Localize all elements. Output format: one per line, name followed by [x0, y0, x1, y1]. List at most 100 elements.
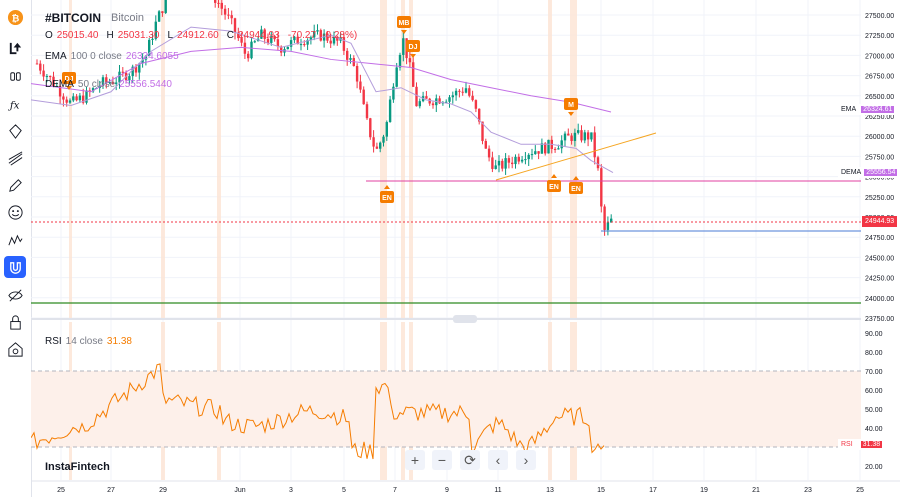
rsi-axis-tick: 50.00	[865, 407, 883, 414]
shapes-icon[interactable]	[4, 120, 26, 142]
rsi-price-tag: RSI 31.38	[838, 439, 886, 450]
rsi-legend[interactable]: RSI 14 close 31.38	[45, 336, 132, 347]
candle-body	[474, 100, 478, 109]
price-axis-tick: 25500.00	[865, 175, 894, 182]
signal-arrow-up	[573, 176, 579, 180]
signal-marker-badge	[62, 72, 76, 84]
scroll-left-button[interactable]: ‹	[488, 450, 508, 470]
function-icon[interactable]: ƒx	[4, 93, 26, 115]
pane-resize-handle	[453, 315, 477, 323]
dema-legend[interactable]: DEMA 50 close 25556.5440	[45, 79, 172, 90]
rsi-name: RSI	[45, 336, 62, 347]
reset-chart-button[interactable]: ⟳	[460, 450, 480, 470]
rsi-value: 31.38	[106, 336, 132, 347]
brush-icon[interactable]	[4, 174, 26, 196]
candle-body	[355, 65, 359, 82]
candle-body	[45, 76, 49, 78]
candle-body	[326, 33, 329, 41]
candle-body	[237, 32, 240, 39]
candle-body	[606, 222, 610, 230]
signal-marker-badge	[547, 180, 561, 192]
ohlc-high: 25031.30	[117, 30, 160, 41]
candle-body	[458, 90, 461, 92]
candle-tool-icon[interactable]	[4, 65, 26, 87]
candle-body	[247, 53, 250, 59]
candle-body	[468, 88, 471, 96]
candle-body	[464, 88, 468, 93]
candle-body	[398, 54, 402, 68]
magnet-icon[interactable]	[4, 256, 26, 278]
signal-marker-badge	[380, 191, 394, 203]
candle-body	[418, 101, 421, 107]
candle-body	[478, 108, 481, 122]
candle-body	[586, 132, 590, 140]
pattern-icon[interactable]	[4, 229, 26, 251]
candle-body	[91, 88, 95, 92]
candle-body	[273, 36, 276, 40]
ema-price-tag: EMA 26324.61	[838, 104, 898, 115]
candle-body	[336, 36, 339, 41]
signal-arrow-up	[551, 174, 557, 178]
signal-arrow-down	[66, 86, 72, 90]
trend-line-icon[interactable]	[4, 147, 26, 169]
candle-body	[342, 37, 346, 51]
candle-body	[299, 44, 303, 46]
candle-body	[425, 96, 428, 99]
dema-tag-label: DEMA	[841, 169, 862, 176]
candle-body	[105, 77, 108, 83]
candle-body	[220, 2, 223, 9]
candle-body	[39, 63, 42, 71]
candle-body	[600, 168, 603, 207]
candle-body	[62, 96, 65, 100]
zoom-out-button[interactable]: −	[432, 450, 452, 470]
ohlc-low: 24912.60	[177, 30, 219, 41]
candle-body	[154, 21, 157, 39]
price-axis-tick: 25250.00	[865, 195, 894, 202]
candle-body	[365, 104, 369, 119]
candle-body	[313, 31, 316, 38]
candle-body	[392, 86, 395, 100]
hide-drawings-icon[interactable]	[4, 284, 26, 306]
candle-body	[497, 160, 501, 166]
candle-body	[250, 41, 253, 59]
ema-legend[interactable]: EMA 100 0 close 26324.6055	[45, 51, 179, 62]
time-axis-tick: Jun	[234, 487, 245, 494]
price-chart[interactable]: MB DJ DJ EN EN EN M 27500.00 27250.00 27000.00 267…	[31, 0, 900, 497]
candle-body	[520, 159, 524, 162]
price-axis-tick: 27250.00	[865, 33, 894, 40]
candle-body	[65, 99, 68, 103]
candle-body	[157, 11, 161, 22]
candle-body	[316, 30, 319, 32]
ohlc-legend: O 25015.40 H 25031.30 L 24912.60 C 24944…	[45, 30, 357, 41]
cursor-tool-icon[interactable]	[4, 37, 26, 59]
candle-body	[412, 62, 415, 87]
candle-body	[286, 46, 289, 50]
dema-value: 25556.5440	[119, 79, 172, 90]
candle-body	[306, 39, 309, 45]
candle-body	[263, 29, 266, 39]
price-axis-tick: 24500.00	[865, 255, 894, 262]
candle-body	[517, 156, 520, 162]
time-axis-tick: 25	[57, 487, 65, 494]
rsi-tag-value: 31.38	[860, 441, 883, 448]
candle-body	[596, 157, 600, 169]
candle-body	[590, 132, 593, 140]
rsi-band	[31, 371, 861, 447]
zoom-in-button[interactable]: +	[405, 450, 425, 470]
candle-body	[141, 59, 144, 64]
signal-marker-label: EN	[549, 184, 559, 191]
candle-body	[514, 156, 517, 165]
candle-body	[243, 42, 247, 54]
signal-marker-badge	[564, 98, 578, 110]
scroll-right-button[interactable]: ›	[516, 450, 536, 470]
camera-icon[interactable]	[4, 338, 26, 360]
candle-body	[309, 37, 313, 40]
candle-body	[240, 38, 243, 43]
candle-body	[408, 58, 412, 63]
candle-body	[507, 158, 511, 163]
candle-body	[128, 76, 131, 81]
emoji-icon[interactable]	[4, 201, 26, 223]
candle-body	[524, 159, 527, 161]
event-band	[161, 0, 165, 318]
lock-icon[interactable]	[4, 311, 26, 333]
